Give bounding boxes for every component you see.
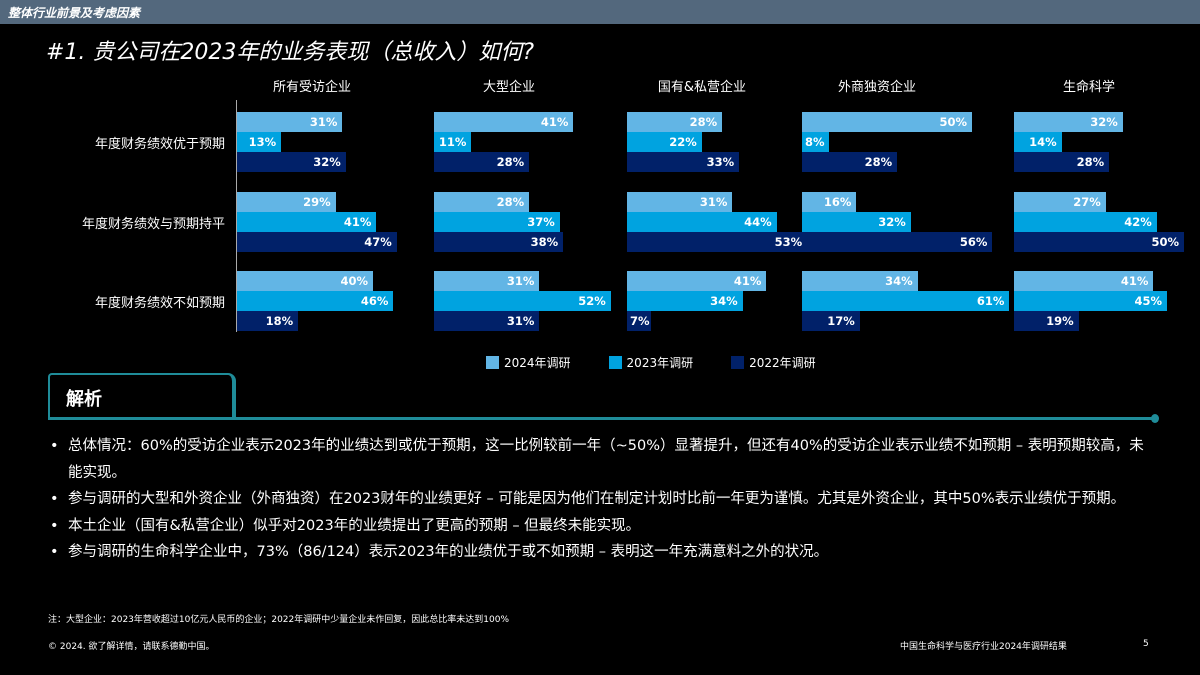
bar: 19%: [1014, 311, 1079, 331]
bar: 47%: [237, 232, 397, 252]
bullet-item: 参与调研的生命科学企业中，73%（86/124）表示2023年的业绩优于或不如预…: [48, 539, 1158, 566]
page-title: #1. 贵公司在2023年的业务表现（总收入）如何?: [46, 40, 535, 65]
legend-swatch: [731, 356, 745, 369]
bar: 31%: [434, 271, 540, 291]
analysis-heading: 解析: [66, 389, 102, 410]
analysis-tab: 解析: [48, 373, 236, 419]
bar: 34%: [627, 291, 743, 311]
bullet-item: 总体情况：60%的受访企业表示2023年的业绩达到或优于预期，这一比例较前一年（…: [48, 433, 1158, 486]
bar: 28%: [802, 152, 898, 172]
bar: 14%: [1014, 132, 1062, 152]
legend-swatch: [486, 356, 499, 369]
bar: 22%: [627, 132, 702, 152]
analysis-bullets: 总体情况：60%的受访企业表示2023年的业绩达到或优于预期，这一比例较前一年（…: [48, 433, 1158, 566]
chart-axis: [236, 100, 237, 332]
bar: 29%: [237, 192, 336, 212]
divider-line: [48, 417, 1156, 420]
bar: 50%: [802, 112, 972, 132]
bar: 38%: [434, 232, 564, 252]
bar: 11%: [434, 132, 472, 152]
bullet-item: 本土企业（国有&私营企业）似乎对2023年的业绩提出了更高的预期 – 但最终未能…: [48, 513, 1158, 540]
bar: 41%: [1014, 271, 1154, 291]
category-label: 年度财务绩效不如预期: [94, 296, 225, 311]
bar: 44%: [627, 212, 777, 232]
footnote: 注：大型企业：2023年营收超过10亿元人民币的企业；2022年调研中少量企业未…: [48, 615, 509, 625]
bar: 28%: [1014, 152, 1110, 172]
bar: 37%: [434, 212, 560, 232]
bar: 31%: [627, 192, 733, 212]
bar: 18%: [237, 311, 299, 331]
bar: 8%: [802, 132, 830, 152]
bar: 28%: [434, 192, 530, 212]
bar: 7%: [627, 311, 651, 331]
bar: 32%: [237, 152, 346, 172]
section-title: 整体行业前景及考虑因素: [8, 6, 141, 20]
bar: 41%: [627, 271, 767, 291]
page-number: 5: [1143, 639, 1149, 649]
bar: 31%: [434, 311, 540, 331]
bar: 32%: [1014, 112, 1123, 132]
panel-title: 生命科学: [1062, 80, 1115, 95]
legend-label: 2023年调研: [626, 356, 694, 370]
bar: 16%: [802, 192, 857, 212]
chart-legend: 2024年调研 2023年调研 2022年调研: [486, 354, 816, 371]
section-header-bar: 整体行业前景及考虑因素: [0, 0, 1200, 24]
bar: 41%: [434, 112, 574, 132]
legend-item-2022: 2022年调研: [731, 354, 816, 371]
bar: 52%: [434, 291, 611, 311]
bar: 46%: [237, 291, 394, 311]
bar: 31%: [237, 112, 343, 132]
bar: 40%: [237, 271, 373, 291]
bar: 13%: [237, 132, 282, 152]
legend-item-2024: 2024年调研: [486, 354, 571, 371]
legend-label: 2024年调研: [504, 356, 571, 370]
panel-title: 外商独资企业: [837, 80, 916, 95]
bar: 42%: [1014, 212, 1157, 232]
bar: 17%: [802, 311, 860, 331]
bar: 32%: [802, 212, 911, 232]
bullet-item: 参与调研的大型和外资企业（外商独资）在2023财年的业绩更好 – 可能是因为他们…: [48, 486, 1158, 513]
bar: 50%: [1014, 232, 1184, 252]
panel-title: 大型企业: [482, 80, 535, 95]
bar: 45%: [1014, 291, 1167, 311]
legend-swatch: [608, 356, 622, 369]
legend-item-2023: 2023年调研: [608, 354, 694, 371]
bar: 61%: [802, 291, 1010, 311]
copyright: © 2024. 欲了解详情，请联系德勤中国。: [48, 642, 215, 652]
bar: 28%: [627, 112, 723, 132]
panel-title: 所有受访企业: [272, 80, 351, 95]
report-title: 中国生命科学与医疗行业2024年调研结果: [900, 642, 1067, 652]
divider-dot: [1151, 414, 1159, 423]
bar: 41%: [237, 212, 377, 232]
bar: 28%: [434, 152, 530, 172]
bar: 56%: [802, 232, 993, 252]
bar: 53%: [627, 232, 808, 252]
category-label: 年度财务绩效与预期持平: [81, 217, 225, 232]
bar: 34%: [802, 271, 918, 291]
panel-title: 国有&私营企业: [657, 80, 747, 95]
legend-label: 2022年调研: [749, 356, 816, 370]
bar: 33%: [627, 152, 740, 172]
category-label: 年度财务绩效优于预期: [94, 137, 225, 152]
bar: 27%: [1014, 192, 1106, 212]
